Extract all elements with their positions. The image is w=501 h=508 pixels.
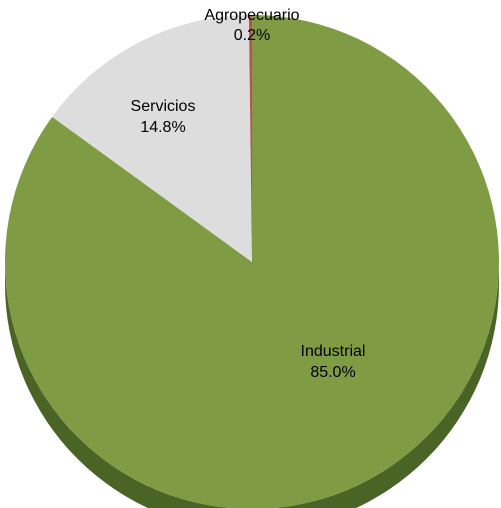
slice-label-industrial-value: 85.0% — [310, 364, 355, 381]
slice-label-servicios-name: Servicios — [131, 98, 196, 115]
slice-label-servicios-value: 14.8% — [140, 119, 185, 136]
pie-top-layer — [5, 15, 499, 508]
pie-slice-industrial — [5, 15, 499, 508]
slice-label-industrial-name: Industrial — [301, 343, 366, 360]
slice-label-agropecuario-name: Agropecuario — [204, 7, 299, 24]
pie-slice-agropecuario — [248, 15, 252, 262]
slice-label-agropecuario-value: 0.2% — [234, 27, 270, 44]
pie-slice-servicios — [52, 15, 252, 263]
pie-labels-layer: Industrial 85.0% Servicios 14.8% Agropec… — [131, 7, 366, 381]
